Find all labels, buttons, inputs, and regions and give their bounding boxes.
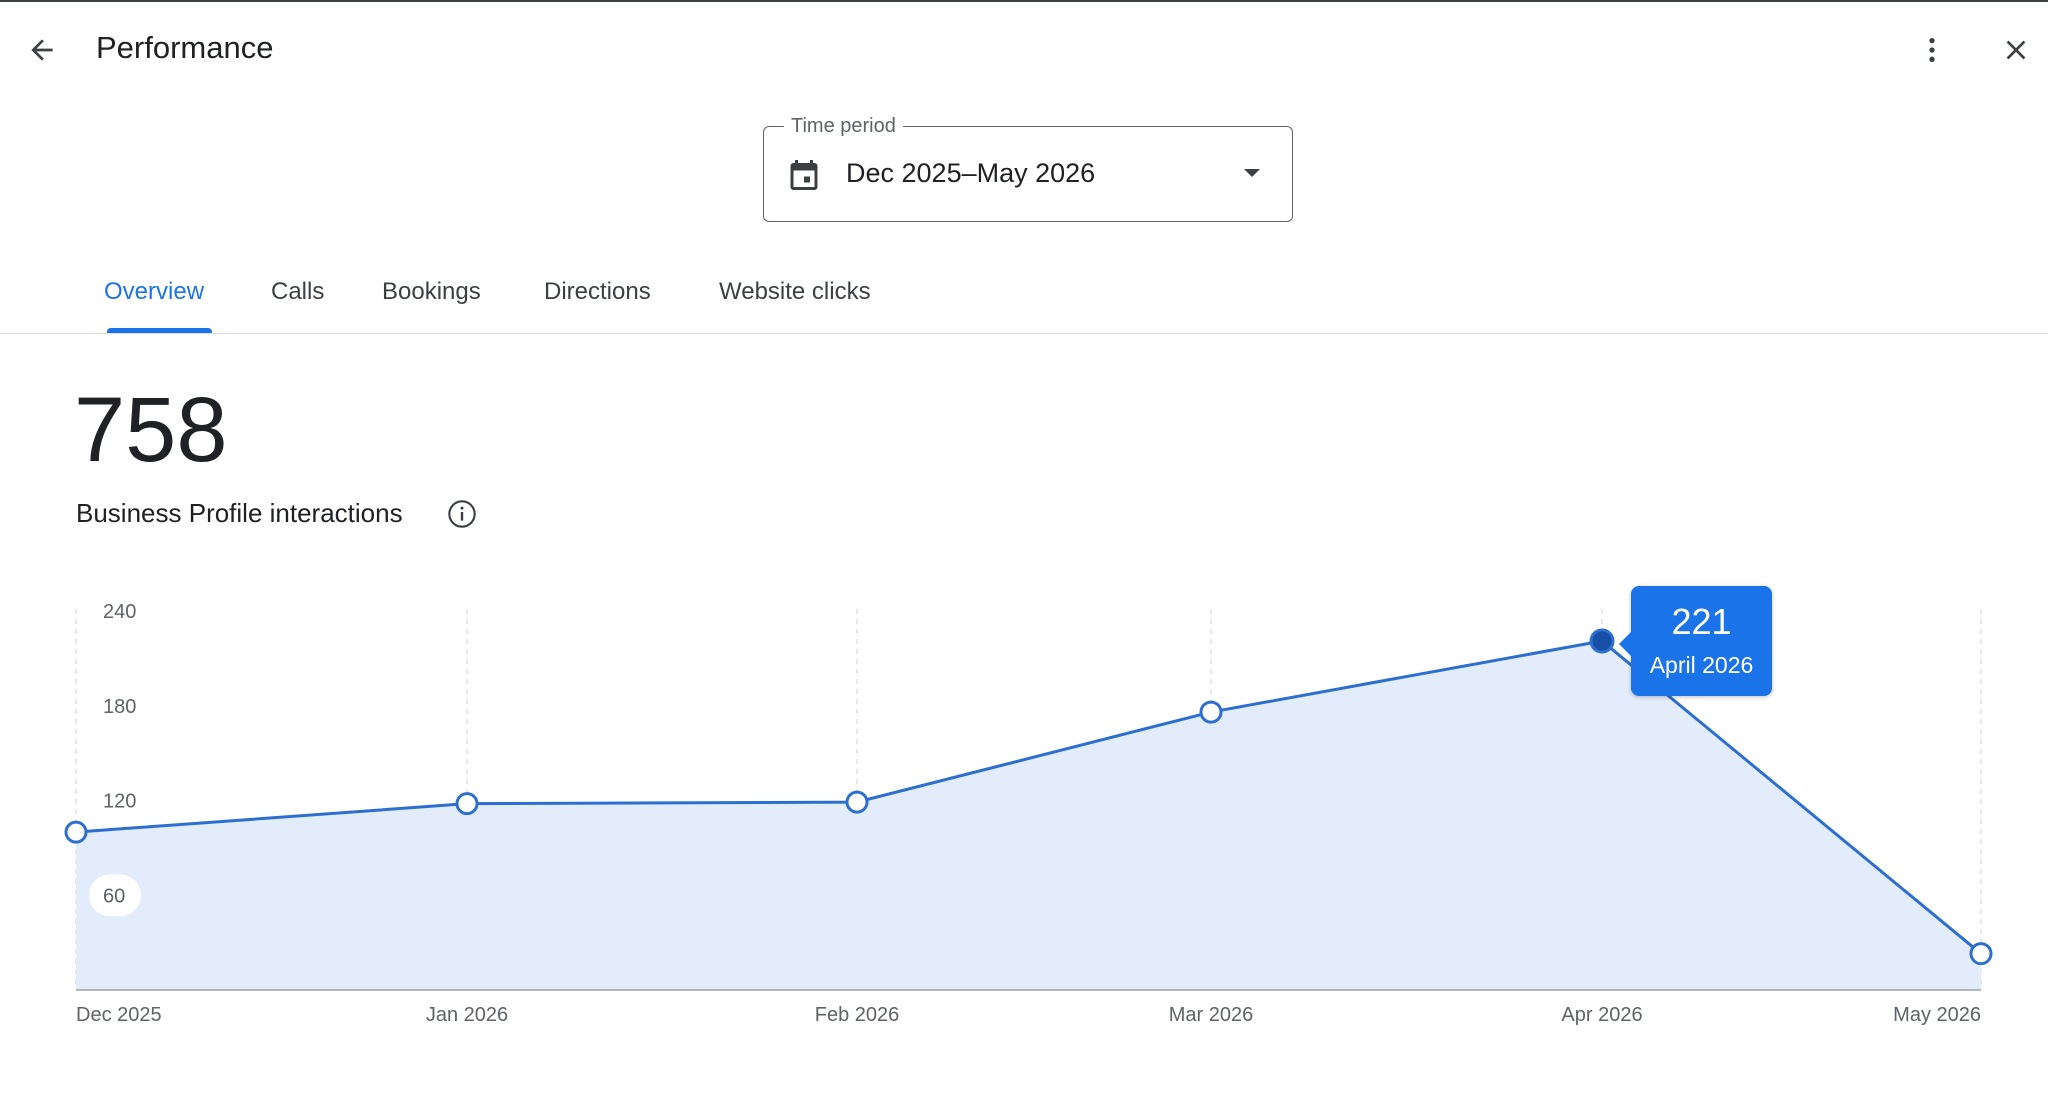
y-tick-label-120: 120 <box>103 791 136 813</box>
x-tick-label-0: Dec 2025 <box>76 1004 162 1026</box>
tab-bar: Overview Calls Bookings Directions Websi… <box>0 260 2048 334</box>
close-icon <box>2006 40 2026 60</box>
x-tick-label-5: May 2026 <box>1893 1004 1981 1026</box>
y-tick-label-180: 180 <box>103 696 136 718</box>
interactions-total: 758 <box>74 379 228 481</box>
tab-bookings[interactable]: Bookings <box>382 278 481 305</box>
x-tick-label-3: Mar 2026 <box>1169 1004 1254 1026</box>
area-fill <box>76 641 1981 990</box>
x-tick-label-1: Jan 2026 <box>426 1004 508 1026</box>
interactions-chart: 60 120 180 240 Dec 2025 Jan 2026 Feb 2026 Mar 2… <box>64 601 1993 1026</box>
data-point-5 <box>1969 942 1993 966</box>
time-period-select[interactable]: Time period Dec 2025–May 2026 <box>763 114 1293 222</box>
x-tick-label-2: Feb 2026 <box>815 1004 900 1026</box>
tab-directions[interactable]: Directions <box>544 278 651 305</box>
window-top-border <box>0 0 2048 2</box>
active-tab-indicator <box>107 328 212 333</box>
arrow-back-icon <box>31 39 53 61</box>
metric-label: Business Profile interactions <box>76 498 403 528</box>
data-point-0 <box>64 820 88 844</box>
tooltip-label: April 2026 <box>1649 652 1754 678</box>
tooltip-value: 221 <box>1671 601 1732 642</box>
data-point-1 <box>455 792 479 816</box>
data-point-2 <box>845 790 869 814</box>
more-vert-icon <box>1929 38 1935 62</box>
calendar-icon <box>790 160 818 190</box>
tab-calls[interactable]: Calls <box>271 278 325 305</box>
time-period-value: Dec 2025–May 2026 <box>846 158 1096 188</box>
tab-website-clicks[interactable]: Website clicks <box>719 278 871 305</box>
y-tick-label-60: 60 <box>103 885 125 907</box>
page-title: Performance <box>96 30 274 65</box>
info-icon[interactable] <box>446 498 478 530</box>
more-options-button[interactable] <box>1904 22 1960 78</box>
y-tick-label-240: 240 <box>103 601 136 623</box>
tab-overview[interactable]: Overview <box>104 278 205 305</box>
data-point-highlighted <box>1589 628 1615 654</box>
data-point-3 <box>1199 700 1223 724</box>
back-button[interactable] <box>14 22 70 78</box>
close-button[interactable] <box>1988 22 2044 78</box>
chart-tooltip: 221 April 2026 <box>1619 586 1772 696</box>
x-tick-label-4: Apr 2026 <box>1561 1004 1642 1026</box>
dropdown-arrow-icon <box>1244 169 1260 177</box>
y-tick-chip-60 <box>89 874 141 917</box>
time-period-label: Time period <box>784 114 903 138</box>
